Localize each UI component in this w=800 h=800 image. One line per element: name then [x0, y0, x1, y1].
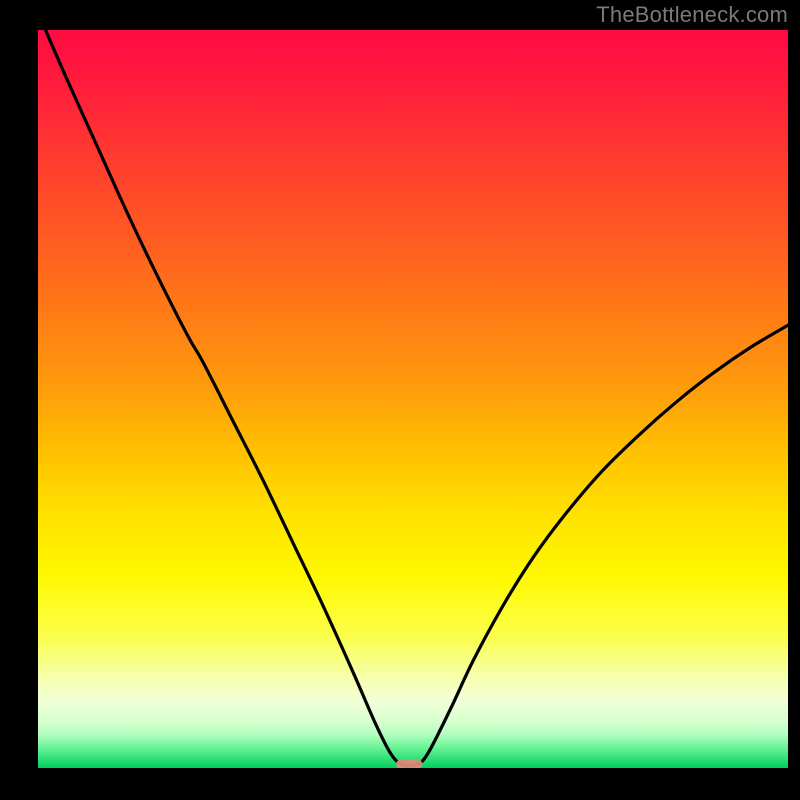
optimal-point-marker	[396, 759, 422, 768]
chart-frame: TheBottleneck.com	[0, 0, 800, 800]
watermark-text: TheBottleneck.com	[596, 2, 788, 28]
bottleneck-curve-chart	[38, 30, 788, 768]
plot-area	[38, 30, 788, 768]
gradient-background	[38, 30, 788, 768]
